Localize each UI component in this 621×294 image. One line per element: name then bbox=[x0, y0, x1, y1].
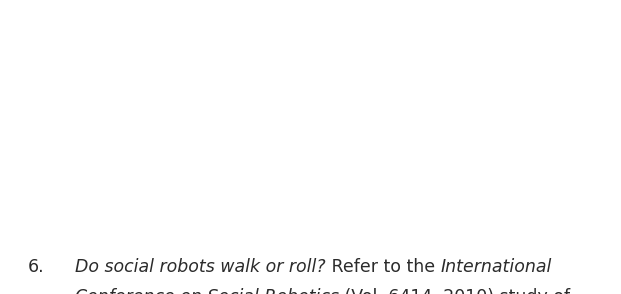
Text: International: International bbox=[440, 258, 551, 276]
Text: Do social robots walk or roll?: Do social robots walk or roll? bbox=[75, 258, 325, 276]
Text: Refer to the: Refer to the bbox=[325, 258, 440, 276]
Text: (Vol. 6414, 2010) study of: (Vol. 6414, 2010) study of bbox=[339, 288, 570, 294]
Text: Conference on Social Robotics: Conference on Social Robotics bbox=[75, 288, 339, 294]
Text: 6.: 6. bbox=[28, 258, 45, 276]
